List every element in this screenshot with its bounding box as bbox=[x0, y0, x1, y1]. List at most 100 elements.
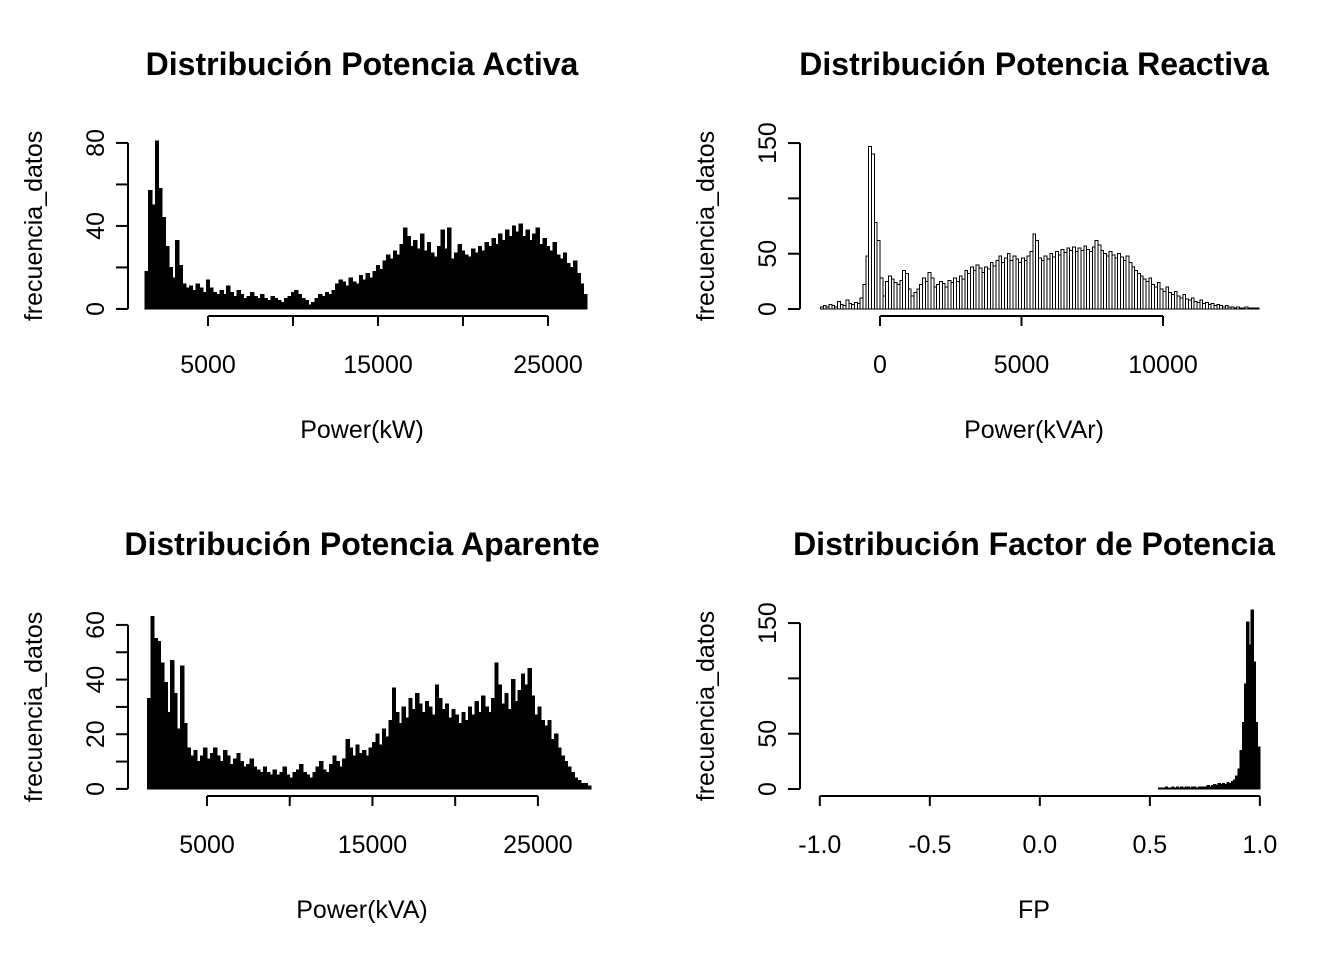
histogram-bar bbox=[454, 252, 459, 310]
histogram-bar bbox=[290, 291, 296, 310]
histogram-bar bbox=[498, 233, 503, 310]
histogram-bar bbox=[559, 258, 564, 310]
histogram-bar bbox=[192, 289, 197, 310]
chart-title: Distribución Potencia Reactiva bbox=[799, 46, 1269, 82]
histogram-bar bbox=[409, 246, 415, 310]
histogram-bar bbox=[260, 293, 265, 310]
histogram-bar bbox=[345, 285, 350, 310]
histogram-bar bbox=[280, 302, 286, 310]
histogram-bar bbox=[525, 229, 530, 310]
histogram-bar bbox=[362, 279, 367, 310]
histogram-bar bbox=[195, 283, 201, 310]
histogram-bar bbox=[542, 237, 547, 310]
histogram-bar bbox=[148, 190, 153, 310]
histogram-bar bbox=[222, 293, 228, 310]
histogram-bar bbox=[168, 266, 173, 310]
histogram-bar bbox=[341, 281, 347, 310]
histogram-bar bbox=[508, 235, 513, 310]
x-axis: 5000 15000 25000 bbox=[179, 795, 573, 859]
histogram-bar bbox=[277, 300, 282, 310]
chart-potencia-aparente: 5000 15000 25000 0 20 40 60 Distribución Potenc… bbox=[20, 526, 600, 924]
histogram-bar bbox=[284, 298, 289, 310]
histogram-bar bbox=[318, 293, 323, 310]
histogram-bar bbox=[372, 271, 377, 310]
x-axis-tick-label: 15000 bbox=[343, 351, 413, 379]
histogram-bar bbox=[331, 289, 337, 310]
histogram-bar bbox=[511, 225, 517, 310]
histogram-bar bbox=[239, 293, 245, 310]
histogram-bar bbox=[382, 260, 388, 310]
histogram-bar bbox=[151, 204, 156, 310]
histogram-bar bbox=[491, 237, 496, 310]
histogram-bar bbox=[250, 291, 255, 310]
histogram-bar bbox=[365, 273, 371, 310]
histogram-bar bbox=[171, 277, 177, 310]
histogram-bar bbox=[355, 283, 360, 310]
histogram-bar bbox=[301, 298, 306, 310]
histogram-bar bbox=[161, 217, 167, 310]
histogram-bar bbox=[304, 300, 309, 310]
histogram-bar bbox=[287, 295, 292, 310]
histogram-bar bbox=[539, 244, 544, 310]
histogram-bar bbox=[535, 227, 541, 310]
histogram-bar bbox=[440, 229, 445, 310]
histogram-bar bbox=[369, 277, 374, 310]
histogram-bar bbox=[188, 285, 194, 310]
histogram-factor-de-potencia: -1.0 -0.5 0.0 0.5 1.0 0 50 150 Distribución Fact… bbox=[672, 480, 1344, 960]
histogram-bar bbox=[294, 289, 299, 310]
histogram-bar bbox=[314, 298, 320, 310]
y-axis-tick-label: 150 bbox=[754, 122, 782, 164]
histogram-potencia-reactiva: 0 5000 10000 0 50 150 Distribución Potencia Re… bbox=[672, 0, 1344, 480]
histogram-bar bbox=[481, 250, 486, 310]
histogram-bar bbox=[256, 298, 262, 310]
histogram-bar bbox=[338, 279, 343, 310]
histogram-bar bbox=[199, 287, 204, 310]
histogram-bar bbox=[229, 291, 235, 310]
histogram-bar bbox=[484, 242, 490, 310]
x-axis-tick-label: 10000 bbox=[1128, 351, 1198, 379]
histogram-bar bbox=[144, 271, 150, 310]
histogram-bar bbox=[348, 277, 354, 310]
histogram-bar bbox=[178, 264, 184, 310]
histogram-bar bbox=[352, 281, 357, 310]
histogram-bar bbox=[464, 254, 469, 310]
y-axis-tick-label: 40 bbox=[82, 212, 110, 240]
histogram-bar bbox=[386, 254, 391, 310]
histogram-bar bbox=[443, 248, 449, 310]
x-axis-tick-label: 5000 bbox=[180, 351, 236, 379]
y-axis-tick-label: 0 bbox=[754, 302, 782, 316]
histogram-bar bbox=[396, 254, 401, 310]
y-axis-label: frecuencia_datos bbox=[20, 131, 48, 321]
chart-title: Distribución Factor de Potencia bbox=[793, 526, 1275, 562]
histogram-bar bbox=[522, 235, 527, 310]
histogram-bar bbox=[233, 295, 238, 310]
histogram-bar bbox=[219, 289, 224, 310]
histogram-bar bbox=[437, 246, 442, 310]
histogram-bar bbox=[579, 283, 585, 310]
histogram-bar bbox=[587, 785, 592, 790]
histogram-bar bbox=[236, 289, 241, 310]
x-axis-label: Power(kW) bbox=[300, 416, 424, 444]
chart-title: Distribución Potencia Activa bbox=[146, 46, 579, 82]
histogram-potencia-activa: 5000 15000 25000 0 40 80 Distribución Potencia… bbox=[0, 0, 672, 480]
histogram-bar bbox=[246, 295, 252, 310]
histogram-bar bbox=[423, 250, 428, 310]
histogram-bar bbox=[389, 258, 394, 310]
histogram-bar bbox=[324, 291, 330, 310]
y-axis-tick-label: 50 bbox=[754, 720, 782, 748]
x-axis-label: FP bbox=[1018, 896, 1050, 924]
histogram-bar bbox=[297, 293, 303, 310]
x-axis-tick-label: 1.0 bbox=[1242, 831, 1277, 859]
x-axis-tick-label: 25000 bbox=[503, 831, 573, 859]
chart-potencia-reactiva: 0 5000 10000 0 50 150 Distribución Potencia Re… bbox=[692, 46, 1269, 444]
y-axis-tick-label: 20 bbox=[82, 720, 110, 748]
histogram-bar bbox=[457, 244, 462, 310]
histogram-bar bbox=[185, 287, 190, 310]
histogram-bar bbox=[477, 246, 483, 310]
y-axis-tick-label: 150 bbox=[754, 602, 782, 644]
histogram-bar bbox=[447, 227, 452, 310]
x-axis-tick-label: 25000 bbox=[513, 351, 583, 379]
y-axis: 0 50 150 bbox=[754, 602, 801, 796]
y-axis-tick-label: 60 bbox=[82, 611, 110, 639]
histogram-bar bbox=[358, 275, 364, 310]
